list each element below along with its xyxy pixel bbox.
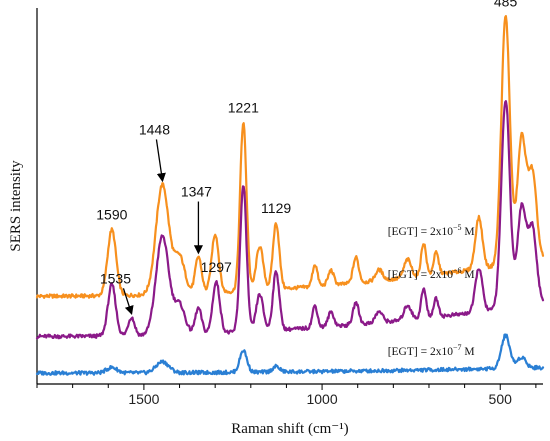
series-line-1 [35,15,545,299]
series-label-suffix: M [461,226,474,238]
peak-label: 1221 [228,100,259,116]
series-label-1: [EGT] = 2x10−5 M [388,223,475,238]
peak-arrow [122,288,134,316]
series-label-prefix: [EGT] = 2x10 [388,269,453,281]
peak-label: 1297 [201,259,232,275]
series-label-exponent: −6 [453,266,462,275]
series-layer [35,15,545,376]
peak-arrow [155,139,166,183]
peak-label: 1347 [181,184,212,200]
x-axis-title: Raman shift (cm⁻¹) [231,421,348,437]
peak-label: 1129 [261,200,291,216]
peak-label: 1448 [139,121,170,137]
annotation-layer: 1590 1448 1347 1221 1129 485 1535 1297 [96,0,518,316]
x-tick-label: 500 [489,391,513,407]
series-label-prefix: [EGT] = 2x10 [388,226,453,238]
series-label-suffix: M [461,269,474,281]
y-axis-title: SERS intensity [8,160,24,252]
series-line-3 [35,333,545,376]
peak-label: 485 [494,0,518,9]
x-tick-label: 1500 [128,391,159,407]
series-label-exponent: −7 [453,343,462,352]
series-label-suffix: M [461,346,474,358]
peak-label: 1590 [96,207,127,223]
series-label-2: [EGT] = 2x10−6 M [388,266,475,281]
x-tick-label: 1000 [306,391,337,407]
series-label-exponent: −5 [453,223,462,232]
series-label-3: [EGT] = 2x10−7 M [388,343,475,358]
series-label-prefix: [EGT] = 2x10 [388,346,453,358]
concentration-labels: [EGT] = 2x10−5 M[EGT] = 2x10−6 M[EGT] = … [388,223,475,358]
chart-axes: 1500 1000 500 Raman shift (cm⁻¹) SERS intens… [8,8,543,437]
peak-label: 1535 [100,270,131,286]
series-line-2 [35,100,545,340]
